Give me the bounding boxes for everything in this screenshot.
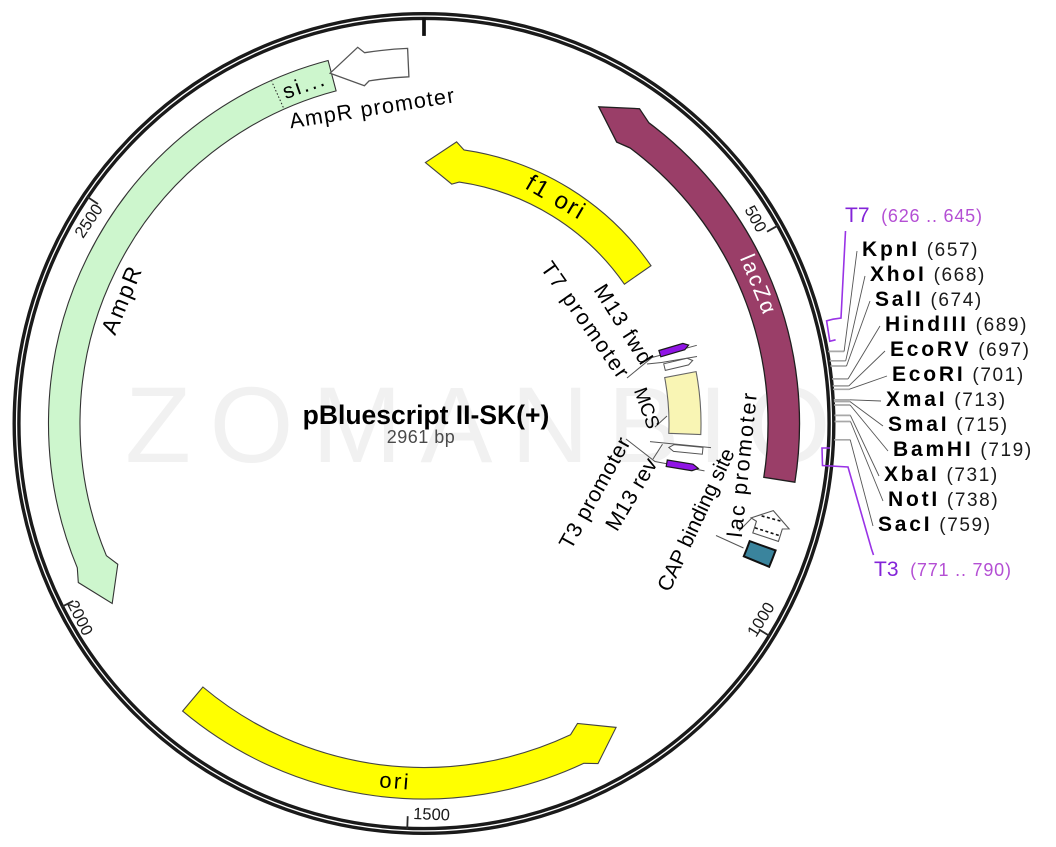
svg-text:2961 bp: 2961 bp [387, 427, 456, 447]
svg-text:ZOMANBIO: ZOMANBIO [125, 364, 849, 485]
svg-text:KpnI (657): KpnI (657) [862, 238, 979, 261]
svg-text:NotI (738): NotI (738) [888, 488, 999, 511]
svg-text:T3 (771 .. 790): T3 (771 .. 790) [874, 558, 1012, 581]
svg-text:pBluescript II-SK(+): pBluescript II-SK(+) [303, 400, 550, 430]
svg-text:XmaI (713): XmaI (713) [886, 388, 1007, 411]
svg-text:XbaI (731): XbaI (731) [884, 463, 999, 486]
svg-text:EcoRV (697): EcoRV (697) [890, 338, 1031, 361]
svg-text:BamHI (719): BamHI (719) [893, 438, 1033, 461]
svg-text:SalI (674): SalI (674) [875, 288, 983, 311]
svg-text:T7 (626 .. 645): T7 (626 .. 645) [845, 204, 983, 227]
svg-text:1500: 1500 [413, 805, 450, 825]
svg-text:SacI (759): SacI (759) [878, 513, 992, 536]
svg-text:HindIII (689): HindIII (689) [885, 313, 1028, 336]
svg-text:SmaI (715): SmaI (715) [888, 413, 1009, 436]
svg-text:ori: ori [378, 767, 411, 794]
svg-text:XhoI (668): XhoI (668) [870, 263, 986, 286]
svg-text:EcoRI (701): EcoRI (701) [892, 363, 1025, 386]
